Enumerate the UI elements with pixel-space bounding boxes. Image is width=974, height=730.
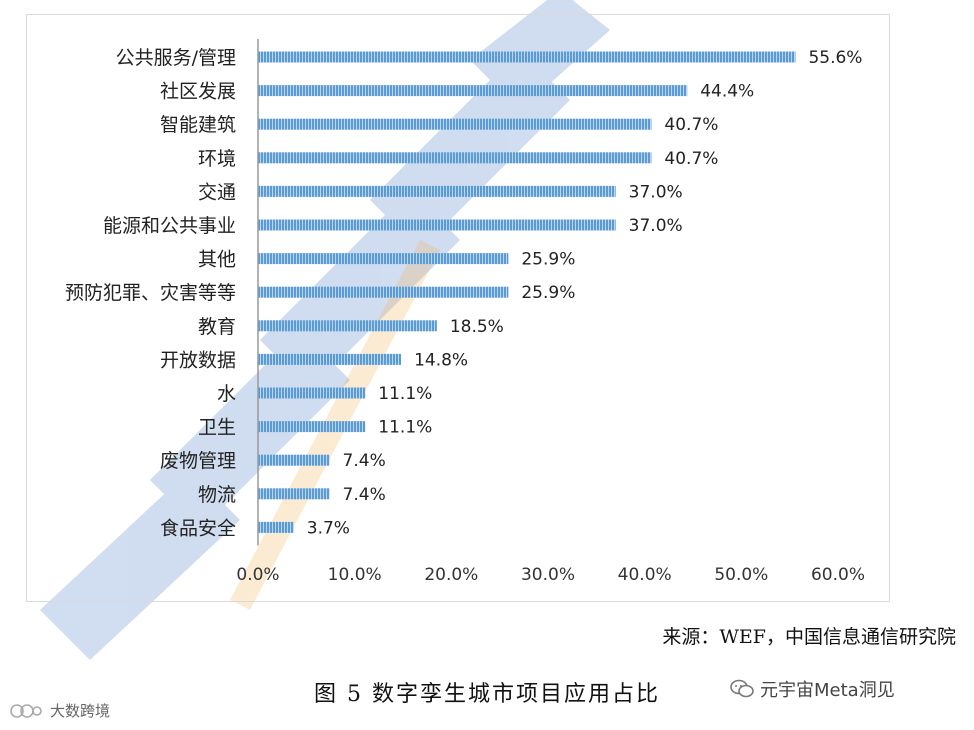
data-label: 14.8% [414,350,468,370]
x-tick-label: 10.0% [328,565,382,585]
category-label: 预防犯罪、灾害等等 [65,282,236,304]
data-label: 3.7% [307,518,350,538]
category-label: 水 [217,383,236,405]
category-label: 废物管理 [160,450,236,472]
category-label: 智能建筑 [160,114,236,136]
bar [258,286,509,298]
bar [258,387,366,399]
data-label: 40.7% [664,115,718,135]
chart-frame [26,14,890,602]
bar [258,85,688,97]
bar [258,421,366,433]
bar [258,51,796,63]
bar [258,353,402,365]
x-tick-label: 50.0% [714,565,768,585]
data-label: 37.0% [629,216,683,236]
bar [258,118,652,130]
category-label: 食品安全 [160,517,236,539]
bars-layer: 公共服务/管理 55.6% 社区发展 44.4% 智能建筑 40.7% 环境 40.7% 交通 3… [65,47,865,585]
bar [258,152,652,164]
data-label: 37.0% [629,182,683,202]
category-label: 物流 [198,484,236,506]
data-label: 44.4% [700,82,754,102]
source-note: 来源：WEF，中国信息通信研究院 [662,626,956,648]
bar [258,521,294,533]
data-label: 7.4% [343,485,386,505]
left-watermark: 大数跨境 [8,700,110,721]
x-tick-label: 20.0% [424,565,478,585]
bar [258,454,330,466]
left-watermark-text: 大数跨境 [50,702,111,720]
bar [258,488,330,500]
x-tick-label: 40.0% [618,565,672,585]
bar [258,219,616,231]
data-label: 7.4% [343,451,386,471]
category-label: 卫生 [198,417,236,439]
data-label: 25.9% [521,283,575,303]
wechat-icon [730,679,754,698]
data-label: 55.6% [808,48,862,68]
bar [258,320,437,332]
category-label: 交通 [198,181,236,203]
bar [258,253,509,265]
category-label: 环境 [198,148,236,170]
brand-watermark-text: 元宇宙Meta洞见 [760,680,895,701]
category-label: 教育 [198,316,236,338]
data-label: 40.7% [664,149,718,169]
category-label: 社区发展 [160,81,236,103]
category-label: 其他 [198,249,236,271]
category-label: 公共服务/管理 [116,47,236,69]
bar [258,185,616,197]
data-label: 18.5% [450,317,504,337]
x-tick-label: 60.0% [811,565,865,585]
figure-caption: 图 5 数字孪生城市项目应用占比 [314,682,660,707]
category-label: 能源和公共事业 [103,215,236,237]
x-tick-label: 30.0% [521,565,575,585]
data-label: 25.9% [521,250,575,270]
brand-watermark: 元宇宙Meta洞见 [730,676,895,702]
category-label: 开放数据 [160,349,236,371]
link-logo-icon [10,703,42,718]
data-label: 11.1% [378,384,432,404]
data-label: 11.1% [378,418,432,438]
x-tick-label: 0.0% [236,565,279,585]
